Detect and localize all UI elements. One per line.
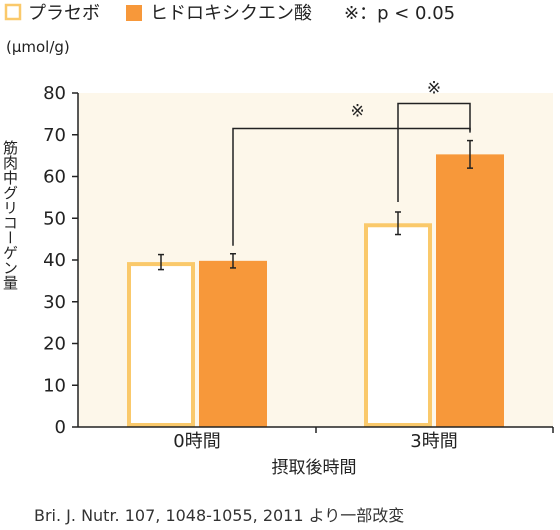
legend-label-placebo: プラセボ [28, 3, 100, 24]
bars [127, 154, 504, 427]
y-tick-label: 70 [43, 125, 66, 146]
y-tick-label: 80 [43, 83, 66, 104]
x-tick-label: 3時間 [410, 431, 457, 452]
significance-brackets: ※※ [232, 78, 471, 246]
bar-hca-0 [199, 260, 267, 427]
legend-swatch-hca [126, 5, 142, 21]
significance-bracket-group [397, 102, 471, 202]
legend: プラセボ ヒドロキシクエン酸 ※：p < 0.05 [4, 3, 455, 24]
bar-placebo-0 [127, 262, 195, 427]
bar-placebo-1 [364, 223, 432, 427]
legend-label-hca: ヒドロキシクエン酸 [150, 3, 312, 24]
significance-mark: ※ [427, 78, 441, 98]
y-axis-title: 筋肉中グリコーゲン量 [1, 140, 19, 290]
y-tick-label: 40 [43, 250, 66, 271]
error-bars [158, 139, 473, 271]
legend-swatch-placebo [4, 3, 22, 21]
y-tick-label: 0 [55, 417, 66, 438]
x-axis-title: 摂取後時間 [272, 458, 357, 478]
unit-label: (μmol/g) [6, 38, 70, 56]
y-tick-label: 50 [43, 208, 66, 229]
significance-mark: ※ [350, 101, 364, 121]
y-tick-label: 20 [43, 334, 66, 355]
significance-bracket-time [232, 127, 471, 246]
bar-hca-1 [436, 154, 504, 427]
y-tick-label: 10 [43, 375, 66, 396]
significance-note: ※：p < 0.05 [344, 3, 455, 24]
y-axis: 0 10 20 30 40 50 60 70 80 [43, 83, 79, 438]
x-tick-label: 0時間 [173, 431, 220, 452]
y-tick-label: 60 [43, 167, 66, 188]
y-tick-label: 30 [43, 292, 66, 313]
x-axis: 0時間 3時間 [78, 426, 554, 452]
source-note: Bri. J. Nutr. 107, 1048-1055, 2011 より一部改… [34, 506, 404, 525]
